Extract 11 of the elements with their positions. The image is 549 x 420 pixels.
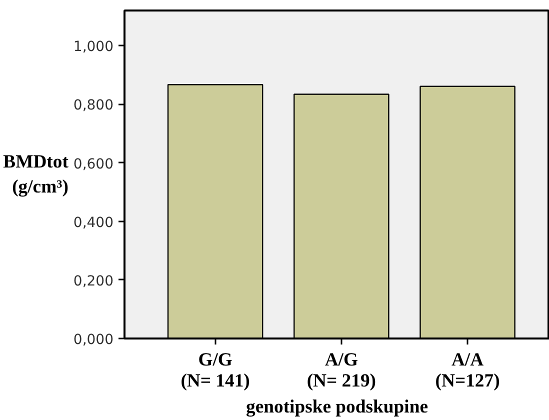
x-tick-label: A/G (N= 219) (306, 350, 376, 392)
x-axis-title: genotipske podskupine (246, 396, 428, 418)
y-axis-title: BMDtot (g/cm³) (3, 151, 70, 198)
y-tick-label: 0,000 (73, 332, 114, 348)
x-tick-label: A/A (N=127) (435, 350, 500, 392)
y-tick-label: 0,600 (73, 156, 114, 172)
x-tick-label: G/G (N= 141) (180, 350, 250, 392)
y-tick-label: 0,200 (73, 273, 114, 290)
y-tick-label: 0,400 (73, 214, 114, 231)
y-tick-label: 0,800 (73, 98, 114, 114)
y-tick-label: 1,000 (73, 39, 114, 56)
